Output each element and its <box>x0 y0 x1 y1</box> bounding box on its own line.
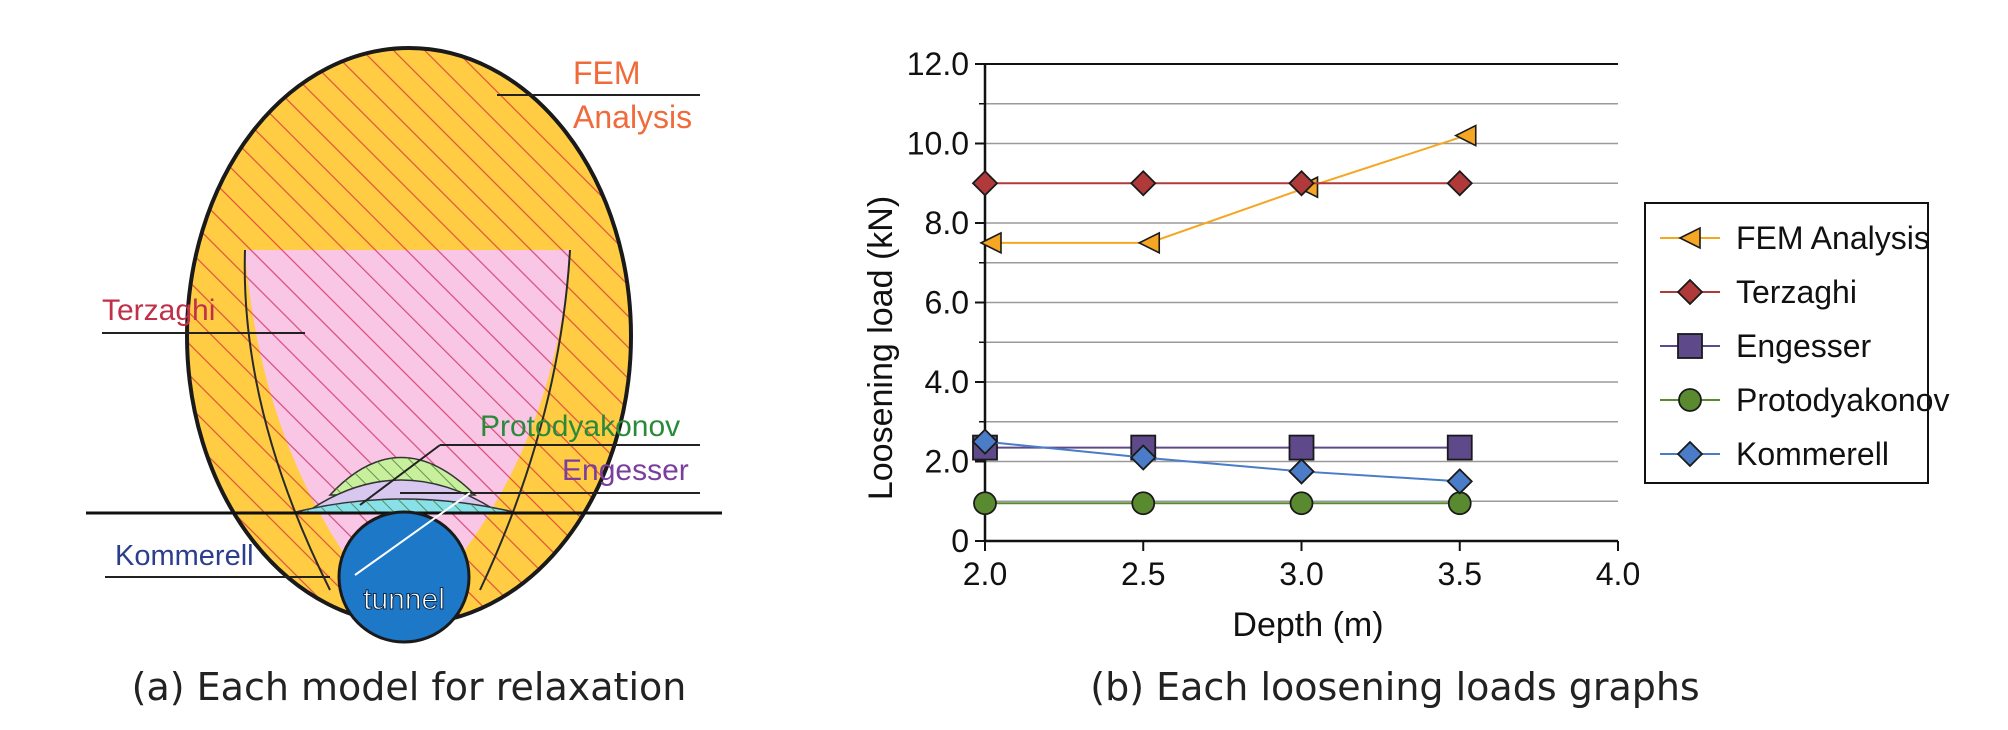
terzaghi-boundary <box>243 249 571 591</box>
data-point-protodyakonov <box>973 491 997 516</box>
legend-label-fem-analysis: FEM Analysis <box>1736 220 1930 256</box>
chart-series <box>971 124 1477 516</box>
y-axis-title: Loosening load (kN) <box>862 196 900 500</box>
y-tick-labels: 0 2.0 4.0 6.0 8.0 10.0 12.0 <box>907 46 969 559</box>
x-tick-labels: 2.0 2.5 3.0 3.5 4.0 <box>963 556 1640 592</box>
data-point-engesser <box>1446 434 1473 461</box>
series-terzaghi <box>971 169 1474 197</box>
data-point-kommerell <box>1288 458 1315 485</box>
protodyakonov-label: Protodyakonov <box>480 410 680 443</box>
x-tick-label: 2.5 <box>1121 556 1165 592</box>
data-point-kommerell <box>1446 468 1474 495</box>
chart-grid <box>985 63 1618 502</box>
legend-label-engesser: Engesser <box>1736 328 1872 364</box>
data-point-protodyakonov <box>1289 491 1314 516</box>
chart-axes <box>975 63 1619 551</box>
data-point-protodyakonov <box>1131 491 1156 516</box>
fem-label-line1: FEM <box>573 55 641 91</box>
legend-label-terzaghi: Terzaghi <box>1736 274 1857 310</box>
data-point-fem-analysis <box>1137 231 1161 255</box>
y-tick-label: 4.0 <box>925 364 969 400</box>
series-line-kommerell <box>984 440 1460 483</box>
data-point-kommerell <box>1129 444 1157 471</box>
chart-legend: FEM Analysis Terzaghi Engesser Protodyakono… <box>1644 202 1949 484</box>
data-point-engesser <box>1288 434 1315 461</box>
data-point-protodyakonov <box>1447 491 1472 516</box>
y-tick-label: 0 <box>951 523 969 559</box>
kommerell-label: Kommerell <box>115 540 254 572</box>
data-point-terzaghi <box>1446 169 1474 197</box>
series-protodyakonov <box>973 491 1472 516</box>
protodyakonov-leader-diag <box>359 444 441 506</box>
y-tick-label: 2.0 <box>925 444 969 480</box>
legend-marker-protodyakonov <box>1678 388 1702 412</box>
x-tick-label: 4.0 <box>1596 556 1640 592</box>
kommerell-zone-hatch <box>292 499 518 513</box>
engesser-label: Engesser <box>562 454 689 487</box>
right-caption: (b) Each loosening loads graphs <box>1090 665 1699 709</box>
fem-label-line2: Analysis <box>573 99 692 135</box>
series-kommerell <box>971 428 1474 495</box>
data-point-fem-analysis <box>979 231 1002 255</box>
series-fem-analysis <box>979 124 1477 255</box>
legend-label-protodyakonov: Protodyakonov <box>1736 382 1949 418</box>
data-point-fem-analysis <box>1453 124 1477 147</box>
x-axis-title: Depth (m) <box>1232 606 1383 644</box>
x-tick-label: 3.0 <box>1279 556 1323 592</box>
legend-marker-engesser <box>1677 333 1703 359</box>
data-point-kommerell <box>971 428 999 455</box>
legend-marker-fem-analysis <box>1678 226 1701 250</box>
legend-label-kommerell: Kommerell <box>1736 436 1889 472</box>
data-point-terzaghi <box>1129 169 1157 197</box>
terzaghi-label: Terzaghi <box>102 294 215 327</box>
y-tick-label: 12.0 <box>907 46 969 82</box>
data-point-terzaghi <box>1288 169 1315 197</box>
series-line-fem-analysis <box>991 134 1467 244</box>
y-tick-label: 10.0 <box>907 126 969 162</box>
legend-marker-terzaghi <box>1676 278 1704 306</box>
tunnel-circle <box>337 510 471 644</box>
left-caption: (a) Each model for relaxation <box>132 665 687 709</box>
terzaghi-zone-hatch <box>245 250 570 620</box>
tunnel-label: tunnel <box>363 583 445 616</box>
data-point-terzaghi <box>971 169 999 197</box>
loosening-load-chart: 02.04.06.08.010.012.0 2.0 2.5 3.0 3.5 4.0 De… <box>862 46 1949 709</box>
x-tick-label: 2.0 <box>963 556 1007 592</box>
legend-marker-kommerell <box>1676 440 1704 468</box>
engesser-leader-diag <box>354 492 471 576</box>
y-tick-label: 6.0 <box>925 285 969 321</box>
relaxation-model-diagram: tunnel FEM Analysis Terzaghi Protodyakon… <box>86 46 722 709</box>
y-tick-label: 8.0 <box>925 205 969 241</box>
x-tick-label: 3.5 <box>1438 556 1482 592</box>
